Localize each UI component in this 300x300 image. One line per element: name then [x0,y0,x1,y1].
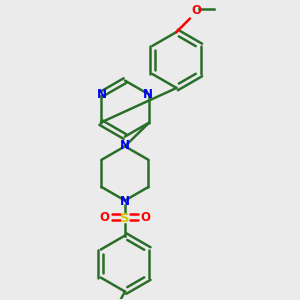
Text: O: O [99,211,109,224]
Text: S: S [120,212,130,225]
Text: O: O [191,4,201,17]
Text: N: N [120,139,130,152]
Text: N: N [143,88,153,101]
Text: N: N [120,195,130,208]
Text: O: O [141,211,151,224]
Text: N: N [97,88,107,101]
